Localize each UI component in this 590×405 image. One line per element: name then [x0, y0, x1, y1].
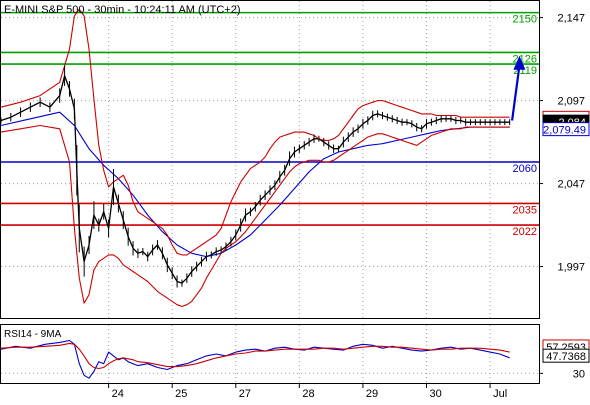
- rsi-tag-1: 47.7368: [546, 351, 586, 363]
- rsi-title: RSI14 - 9MA: [4, 329, 62, 340]
- level-label-2150: 2150: [513, 14, 537, 26]
- price-axis: 2,147 2,097 2,047 1,997: [539, 13, 585, 274]
- y-tick-label-2: 2,047: [557, 179, 585, 191]
- rsi-grid: [1, 325, 539, 383]
- y-tick-label-0: 2,147: [557, 13, 585, 25]
- x-tick-label-29: 29: [366, 388, 378, 400]
- rsi-series-rsi-ma: [0, 342, 510, 370]
- forecast-arrow-head: [513, 55, 526, 70]
- rsi-tag-box-1: [542, 348, 590, 363]
- rsi-series: [0, 339, 510, 379]
- chart-title: E-MINI S&P 500 - 30min - 10:24:11 AM (UT…: [4, 4, 241, 16]
- rsi-y-tick-label-0: 30: [573, 368, 585, 380]
- x-tick-label-27: 27: [239, 388, 251, 400]
- x-tick-label-28: 28: [302, 388, 314, 400]
- price-tag-2: 2,079.49: [543, 125, 586, 137]
- price-tags: 2,086.32,0842,079.49: [542, 110, 590, 137]
- level-label-2022: 2022: [513, 226, 537, 238]
- level-label-2035: 2035: [513, 204, 537, 216]
- x-tick-label-Jul: Jul: [493, 388, 507, 400]
- x-tick-label-25: 25: [175, 388, 187, 400]
- price-series: [0, 8, 511, 307]
- price-tag-box-2: [542, 122, 590, 137]
- time-axis: 24 25 27 28 29 30 Jul: [108, 383, 507, 400]
- series-ma: [0, 111, 510, 258]
- x-tick-label-30: 30: [430, 388, 442, 400]
- candles: [0, 65, 511, 288]
- forecast-arrow: [511, 55, 526, 121]
- series-upper-band: [0, 8, 510, 256]
- forecast-arrow-shaft: [511, 65, 521, 121]
- rsi-axis: 30: [539, 368, 585, 380]
- y-tick-label-1: 2,097: [557, 96, 585, 108]
- series-lower-band: [0, 124, 510, 307]
- main-grid: [1, 1, 539, 318]
- y-tick-label-3: 1,997: [557, 262, 585, 274]
- level-label-2060: 2060: [513, 163, 537, 175]
- rsi-series-rsi: [0, 339, 510, 379]
- level-label-2126: 2126: [513, 53, 537, 65]
- series-close: [0, 75, 510, 284]
- x-tick-label-24: 24: [112, 388, 124, 400]
